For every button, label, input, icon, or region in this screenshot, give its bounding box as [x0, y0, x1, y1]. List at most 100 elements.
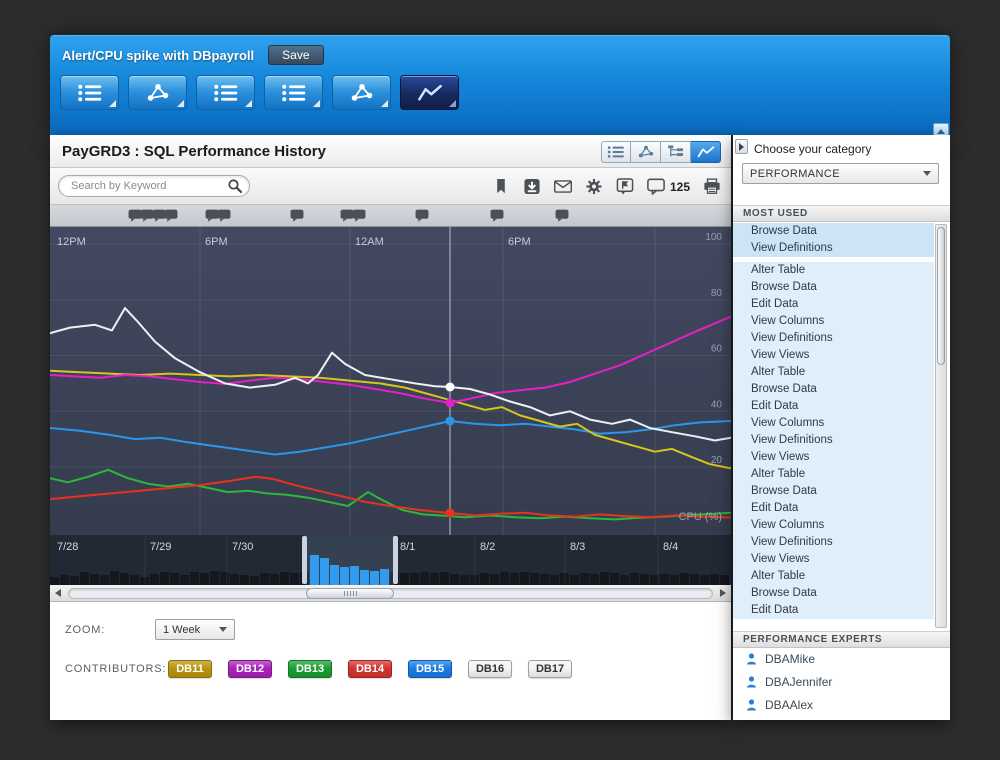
most-used-item[interactable]: View Definitions [733, 240, 934, 257]
category-dropdown[interactable]: PERFORMANCE [742, 163, 939, 184]
top-toolbar-list-button[interactable] [264, 75, 323, 110]
most-used-item[interactable]: View Columns [733, 517, 934, 534]
pinned-list: Browse Data View Definitions [733, 223, 934, 257]
most-used-item[interactable]: Browse Data [733, 585, 934, 602]
search-icon[interactable] [227, 178, 243, 194]
comment-bubble-icon[interactable] [217, 209, 231, 222]
most-used-item[interactable]: View Columns [733, 415, 934, 432]
printer-icon [703, 178, 721, 195]
top-toolbar-scatter-button[interactable] [332, 75, 391, 110]
contributor-chip-DB15[interactable]: DB15 [408, 660, 452, 678]
most-used-item[interactable]: Edit Data [733, 500, 934, 517]
comment-bubble-icon[interactable] [352, 209, 366, 222]
view-scatter-button[interactable] [631, 141, 661, 163]
zoom-dropdown[interactable]: 1 Week [155, 619, 235, 640]
download-icon [523, 178, 541, 195]
mail-icon [553, 178, 572, 195]
contributor-chip-DB13[interactable]: DB13 [288, 660, 332, 678]
comment-bubble-icon[interactable] [205, 209, 219, 222]
contributor-chip-DB12[interactable]: DB12 [228, 660, 272, 678]
contributor-chips: DB11 DB12 DB13 DB14 DB15 DB16 DB17 [168, 660, 572, 678]
top-toolbar-list-button[interactable] [196, 75, 255, 110]
expert-item[interactable]: DBAMike [733, 647, 950, 670]
most-used-item[interactable]: Browse Data [733, 381, 934, 398]
most-used-item[interactable]: Browse Data [733, 279, 934, 296]
sidebar-scrollbar-thumb[interactable] [937, 227, 945, 365]
scrollbar-thumb[interactable] [306, 587, 394, 599]
svg-text:8/1: 8/1 [400, 541, 415, 553]
timeline-overview[interactable]: 7/28 7/29 7/30 8/1 8/2 8/3 8/4 [50, 535, 731, 585]
most-used-header: MOST USED [733, 205, 950, 222]
most-used-item[interactable]: Alter Table [733, 262, 934, 279]
svg-text:12AM: 12AM [355, 236, 384, 248]
comment-bubble-icon[interactable] [415, 209, 429, 222]
top-toolbar-scatter-button[interactable] [128, 75, 187, 110]
scroll-right-button[interactable] [715, 585, 731, 601]
view-list-button[interactable] [601, 141, 631, 163]
most-used-item[interactable]: Browse Data [733, 483, 934, 500]
most-used-item[interactable]: View Definitions [733, 534, 934, 551]
contributor-chip-DB17[interactable]: DB17 [528, 660, 572, 678]
bookmark-icon [492, 178, 510, 195]
printer-button[interactable] [703, 178, 721, 195]
expert-item[interactable]: DBAJennifer [733, 670, 950, 693]
most-used-item[interactable]: Alter Table [733, 466, 934, 483]
scrollbar-track[interactable] [68, 587, 713, 599]
expert-name: DBAMike [765, 651, 816, 666]
collapse-sidebar-button[interactable] [735, 139, 748, 154]
svg-text:7/29: 7/29 [150, 541, 171, 553]
person-icon [746, 652, 757, 665]
expert-name: DBAAlex [765, 697, 814, 712]
comment-bubble-icon[interactable] [128, 209, 142, 222]
save-button[interactable]: Save [268, 45, 324, 65]
most-used-item[interactable]: View Definitions [733, 330, 934, 347]
most-used-item[interactable]: Edit Data [733, 398, 934, 415]
most-used-item[interactable]: Edit Data [733, 602, 934, 619]
contributor-chip-DB14[interactable]: DB14 [348, 660, 392, 678]
most-used-item[interactable]: View Columns [733, 313, 934, 330]
comment-button[interactable]: 125 [647, 178, 690, 195]
most-used-item[interactable]: View Views [733, 551, 934, 568]
gear-icon [585, 178, 603, 195]
most-used-item[interactable]: Alter Table [733, 568, 934, 585]
annotation-strip [50, 205, 731, 227]
cpu-chart[interactable]: 100 80 60 40 20 12PM 6PM 12AM 6PM CPU (%) [50, 227, 731, 535]
bookmark-button[interactable] [492, 178, 510, 195]
mail-button[interactable] [553, 178, 572, 195]
comment-bubble-icon[interactable] [152, 209, 166, 222]
search-input[interactable] [58, 175, 250, 197]
comment-bubble-icon[interactable] [340, 209, 354, 222]
most-used-item[interactable]: View Views [733, 449, 934, 466]
most-used-item[interactable]: Browse Data [733, 223, 934, 240]
most-used-item[interactable]: View Definitions [733, 432, 934, 449]
svg-text:20: 20 [711, 455, 723, 466]
expert-item[interactable]: DBAAlex [733, 693, 950, 716]
contributor-chip-DB16[interactable]: DB16 [468, 660, 512, 678]
flag-button[interactable] [616, 178, 634, 195]
gear-button[interactable] [585, 178, 603, 195]
comment-bubble-icon[interactable] [555, 209, 569, 222]
contributors-label: CONTRIBUTORS: [65, 663, 167, 675]
most-used-item[interactable]: View Views [733, 347, 934, 364]
view-chart-button[interactable] [691, 141, 721, 163]
download-button[interactable] [523, 178, 541, 195]
contributor-chip-DB11[interactable]: DB11 [168, 660, 212, 678]
page-title: PayGRD3 : SQL Performance History [62, 143, 326, 160]
svg-text:6PM: 6PM [508, 236, 531, 248]
view-tree-button[interactable] [661, 141, 691, 163]
svg-text:60: 60 [711, 344, 723, 355]
top-toolbar-chart-button[interactable] [400, 75, 459, 110]
app-window: Alert/CPU spike with DBpayroll Save PayG… [50, 35, 950, 720]
top-toolbar-list-button[interactable] [60, 75, 119, 110]
comment-bubble-icon[interactable] [164, 209, 178, 222]
scroll-left-button[interactable] [50, 585, 66, 601]
sidebar-scrollbar[interactable] [935, 224, 947, 628]
most-used-item[interactable]: Edit Data [733, 296, 934, 313]
zoom-value: 1 Week [163, 623, 201, 636]
comment-bubble-icon[interactable] [140, 209, 154, 222]
comment-bubble-icon[interactable] [290, 209, 304, 222]
svg-text:8/4: 8/4 [663, 541, 678, 553]
most-used-item[interactable]: Alter Table [733, 364, 934, 381]
comment-bubble-icon[interactable] [490, 209, 504, 222]
sql-performance-panel: PayGRD3 : SQL Performance History 125 10… [50, 135, 731, 720]
